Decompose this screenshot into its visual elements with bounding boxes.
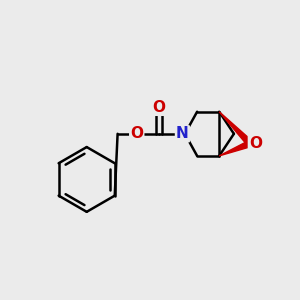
Polygon shape [219, 112, 252, 146]
Text: O: O [249, 136, 262, 151]
Polygon shape [219, 140, 251, 156]
Text: N: N [176, 126, 189, 141]
Text: O: O [152, 100, 165, 115]
Text: O: O [130, 126, 143, 141]
